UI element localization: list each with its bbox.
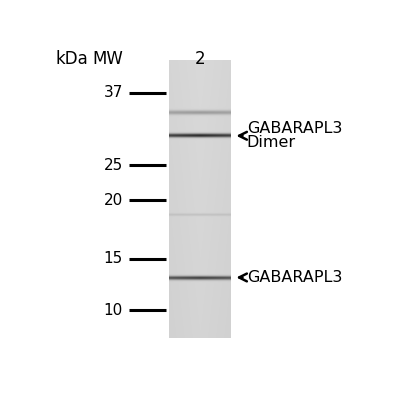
Text: 10: 10 [104,303,123,318]
Text: 25: 25 [104,158,123,172]
Text: kDa: kDa [55,50,88,68]
Text: GABARAPL3: GABARAPL3 [247,270,342,285]
Text: GABARAPL3: GABARAPL3 [247,120,342,136]
Text: 20: 20 [104,193,123,208]
Text: 15: 15 [104,252,123,266]
Text: 37: 37 [104,85,123,100]
Text: Dimer: Dimer [247,135,296,150]
Text: MW: MW [92,50,123,68]
Text: 2: 2 [195,50,206,68]
